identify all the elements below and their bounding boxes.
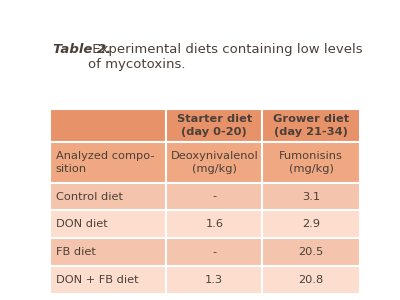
Bar: [262, 210, 360, 238]
Text: FB diet: FB diet: [56, 247, 96, 257]
Text: Experimental diets containing low levels
of mycotoxins.: Experimental diets containing low levels…: [88, 43, 362, 71]
Bar: [50, 238, 166, 266]
Bar: [50, 183, 166, 210]
Bar: [166, 266, 262, 294]
Text: Table 2.: Table 2.: [53, 43, 111, 56]
Text: 2.9: 2.9: [302, 219, 320, 229]
Text: 3.1: 3.1: [302, 191, 320, 202]
Text: 20.5: 20.5: [298, 247, 324, 257]
Bar: [262, 238, 360, 266]
Text: 1.3: 1.3: [205, 275, 223, 285]
Text: Analyzed compo-
sition: Analyzed compo- sition: [56, 151, 154, 174]
Text: 1.6: 1.6: [205, 219, 223, 229]
Text: DON diet: DON diet: [56, 219, 107, 229]
Bar: [50, 210, 166, 238]
Text: -: -: [212, 247, 216, 257]
Text: DON + FB diet: DON + FB diet: [56, 275, 138, 285]
Text: -: -: [212, 191, 216, 202]
Bar: [166, 238, 262, 266]
Text: Grower diet
(day 21-34): Grower diet (day 21-34): [273, 114, 349, 137]
Bar: [166, 142, 262, 183]
Text: Fumonisins
(mg/kg): Fumonisins (mg/kg): [279, 151, 343, 174]
Bar: [166, 183, 262, 210]
Bar: [50, 266, 166, 294]
Text: Deoxynivalenol
(mg/kg): Deoxynivalenol (mg/kg): [170, 151, 258, 174]
Text: Control diet: Control diet: [56, 191, 122, 202]
Bar: [166, 210, 262, 238]
Bar: [262, 183, 360, 210]
Text: Starter diet
(day 0-20): Starter diet (day 0-20): [177, 114, 252, 137]
Text: 20.8: 20.8: [298, 275, 324, 285]
Bar: [50, 109, 166, 142]
Bar: [166, 109, 262, 142]
Bar: [262, 142, 360, 183]
Bar: [50, 142, 166, 183]
Bar: [262, 266, 360, 294]
Bar: [262, 109, 360, 142]
